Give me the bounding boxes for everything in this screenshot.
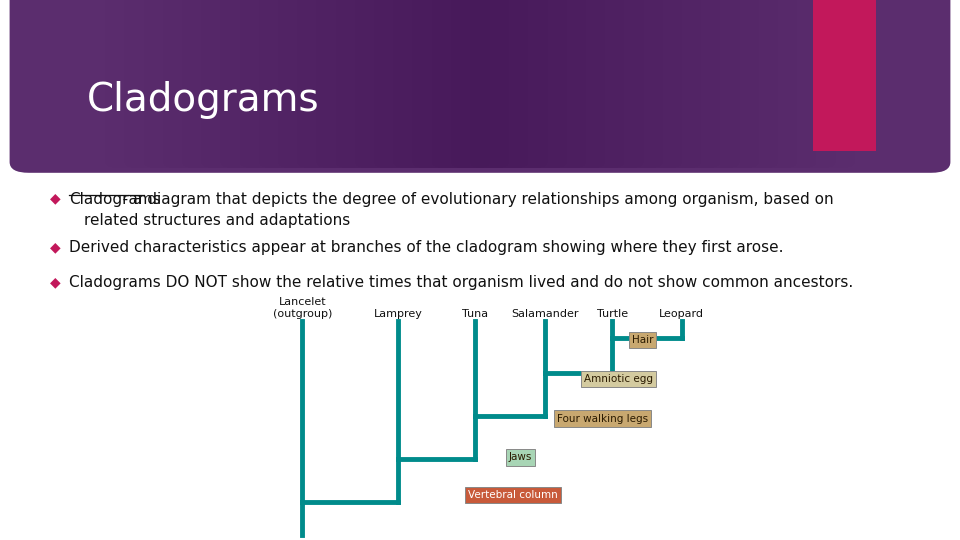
Text: Cladograms: Cladograms (86, 81, 319, 119)
Text: ◆: ◆ (50, 192, 60, 206)
Text: related structures and adaptations: related structures and adaptations (84, 213, 350, 228)
Text: Lancelet
(outgroup): Lancelet (outgroup) (273, 297, 332, 319)
Text: Cladograms: Cladograms (69, 192, 161, 207)
Text: Vertebral column: Vertebral column (468, 490, 558, 500)
Text: Turtle: Turtle (597, 308, 628, 319)
FancyBboxPatch shape (10, 0, 950, 173)
Text: ◆: ◆ (50, 275, 60, 289)
Text: Four walking legs: Four walking legs (557, 414, 648, 423)
Text: Hair: Hair (632, 335, 653, 345)
Text: ◆: ◆ (50, 240, 60, 254)
Text: Cladograms DO NOT show the relative times that organism lived and do not show co: Cladograms DO NOT show the relative time… (69, 275, 853, 291)
Text: Salamander: Salamander (512, 308, 579, 319)
Text: Amniotic egg: Amniotic egg (584, 374, 653, 384)
Text: Derived characteristics appear at branches of the cladogram showing where they f: Derived characteristics appear at branch… (69, 240, 783, 255)
Text: Lamprey: Lamprey (374, 308, 422, 319)
Text: Jaws: Jaws (509, 453, 532, 462)
Text: Leopard: Leopard (660, 308, 704, 319)
Text: Tuna: Tuna (462, 308, 489, 319)
FancyBboxPatch shape (813, 0, 876, 151)
Text: - a diagram that depicts the degree of evolutionary relationships among organism: - a diagram that depicts the degree of e… (69, 192, 833, 207)
